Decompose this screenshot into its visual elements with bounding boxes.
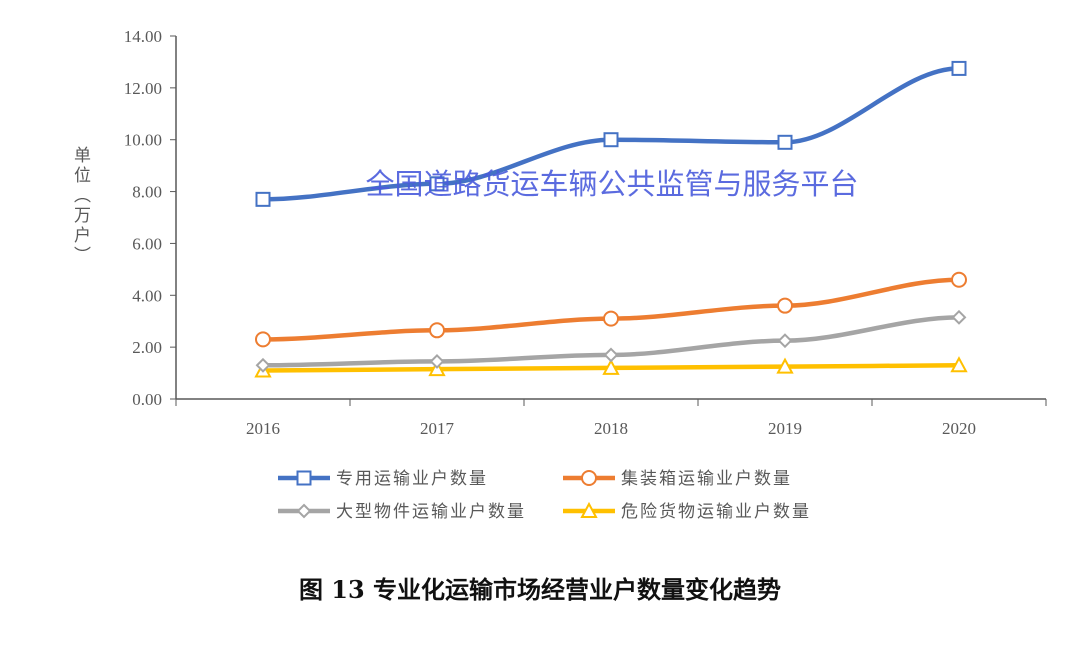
data-point	[255, 331, 271, 348]
legend-item: 集装箱运输业户数量	[563, 469, 792, 489]
data-point	[602, 358, 620, 375]
data-point	[951, 309, 967, 325]
data-point	[603, 132, 619, 148]
y-tick-label: 4.00	[132, 286, 162, 305]
x-tick-label: 2019	[768, 419, 802, 438]
legend-item: 大型物件运输业户数量	[278, 502, 526, 522]
y-tick-label: 10.00	[124, 131, 162, 150]
data-point	[777, 333, 793, 349]
series-triangle	[254, 356, 968, 378]
data-point	[255, 357, 271, 373]
data-point	[429, 176, 445, 192]
legend-label: 集装箱运输业户数量	[621, 469, 792, 489]
data-point	[603, 347, 619, 363]
y-tick-label: 8.00	[132, 183, 162, 202]
data-point	[777, 297, 793, 314]
y-tick-label: 12.00	[124, 79, 162, 98]
series-diamond	[255, 309, 967, 373]
legend-label: 专用运输业户数量	[336, 469, 488, 489]
legend-marker	[581, 470, 597, 486]
data-point	[951, 60, 967, 76]
x-tick-label: 2016	[246, 419, 280, 438]
data-point	[776, 357, 794, 374]
y-tick-label: 0.00	[132, 390, 162, 409]
y-tick-label: 14.00	[124, 27, 162, 46]
data-point	[777, 134, 793, 150]
legend-marker	[580, 501, 598, 518]
data-point	[429, 322, 445, 339]
y-axis-label: 单位（万户）	[70, 146, 90, 266]
data-point	[603, 310, 619, 327]
x-tick-label: 2017	[420, 419, 455, 438]
data-point	[951, 271, 967, 288]
x-tick-label: 2020	[942, 419, 976, 438]
legend-marker	[296, 503, 312, 519]
legend-marker	[296, 470, 312, 486]
figure-caption: 图 13 专业化运输市场经营业户数量变化趋势	[298, 575, 782, 604]
x-tick-label: 2018	[594, 419, 628, 438]
series-circle	[255, 271, 967, 348]
watermark: 全国道路货运车辆公共监管与服务平台	[365, 167, 858, 201]
data-point	[255, 191, 271, 207]
line-chart: 0.00 2.00 4.00 6.00 8.00 10.00 12.00 14.00 2016 2…	[124, 27, 1047, 522]
data-point	[429, 353, 445, 369]
legend-item: 危险货物运输业户数量	[563, 501, 811, 522]
y-tick-label: 2.00	[132, 338, 162, 357]
legend-item: 专用运输业户数量	[278, 469, 488, 489]
legend-label: 危险货物运输业户数量	[621, 502, 811, 522]
series-square	[255, 60, 967, 207]
legend-label: 大型物件运输业户数量	[336, 502, 526, 522]
data-point	[950, 356, 968, 373]
y-tick-label: 6.00	[132, 234, 162, 253]
